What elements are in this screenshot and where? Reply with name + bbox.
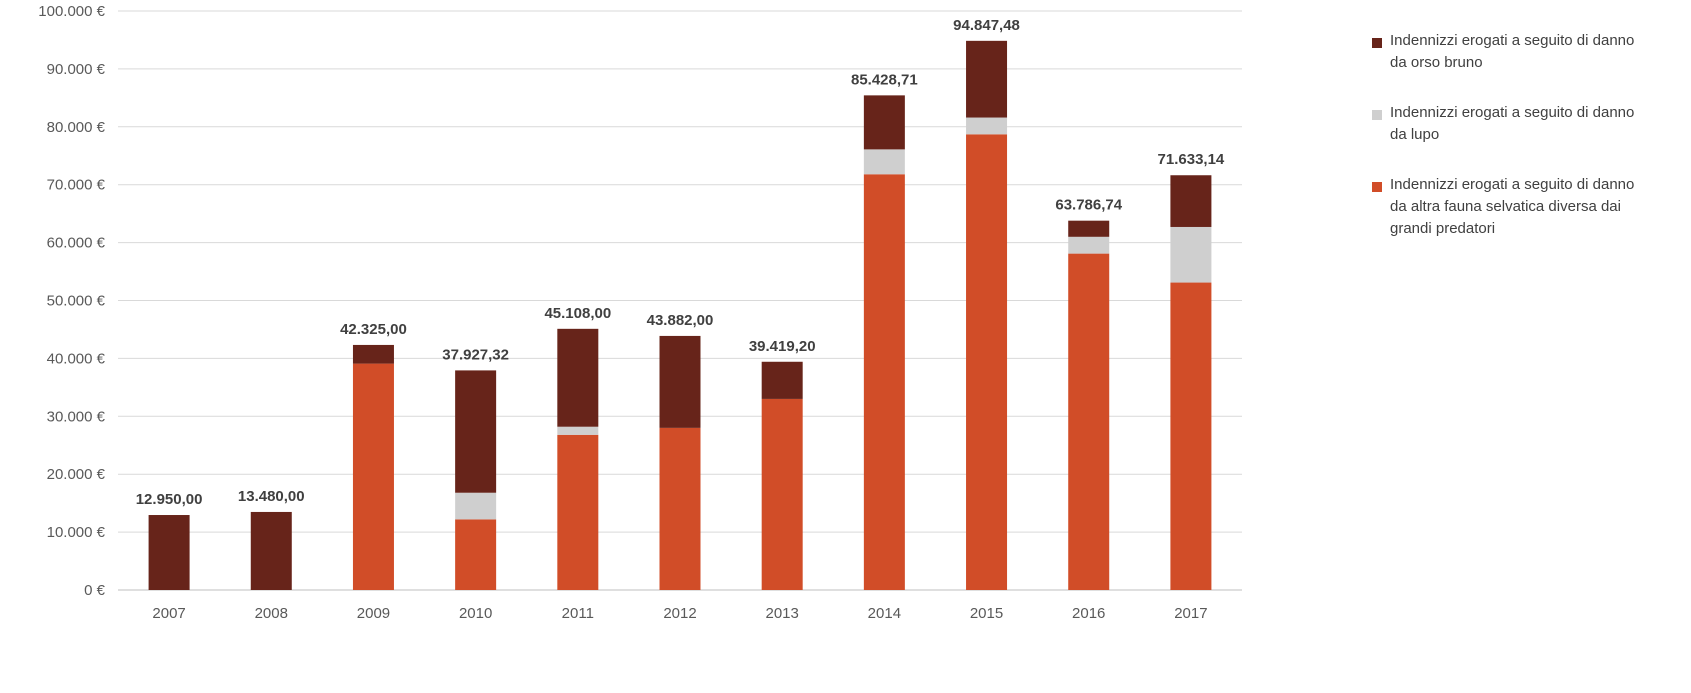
legend-label-line: grandi predatori [1390,220,1496,237]
x-tick-label: 2011 [562,605,594,622]
legend-item-lupo[interactable]: Indennizzi erogati a seguito di danno da… [1372,102,1672,146]
bar-segment-altra-fauna[interactable] [352,363,394,590]
y-tick-label: 30.000 € [47,408,106,425]
bar-segment-altra-fauna[interactable] [863,174,905,590]
data-label-total: 94.847,48 [953,17,1020,34]
bar-segment-orso-bruno[interactable] [557,328,599,427]
y-tick-label: 50.000 € [47,293,106,310]
bar-segment-orso-bruno[interactable] [250,511,292,590]
bar-segment-orso-bruno[interactable] [1068,220,1110,237]
x-tick-label: 2007 [152,605,185,622]
data-label-total: 39.419,20 [749,338,816,355]
bar-segment-altra-fauna[interactable] [761,398,803,590]
bar-segment-orso-bruno[interactable] [863,95,905,150]
bar-segment-altra-fauna[interactable] [966,134,1008,590]
x-tick-label: 2014 [868,605,901,622]
bar-segment-lupo[interactable] [966,117,1008,135]
legend-swatch-lupo [1372,110,1382,120]
legend-item-orso-bruno[interactable]: Indennizzi erogati a seguito di danno da… [1372,30,1672,74]
x-tick-label: 2015 [970,605,1003,622]
data-label-total: 42.325,00 [340,321,407,338]
legend-label-line: da lupo [1390,126,1440,143]
data-label-total: 71.633,14 [1158,151,1225,168]
bar-segment-lupo[interactable] [557,426,599,435]
y-tick-label: 70.000 € [47,177,106,194]
bars [148,40,1212,590]
data-label-total: 85.428,71 [851,71,918,88]
x-tick-label: 2010 [459,605,492,622]
bar-segment-altra-fauna[interactable] [1068,253,1110,590]
y-tick-label: 60.000 € [47,235,106,252]
data-label-total: 13.480,00 [238,488,305,505]
data-label-total: 45.108,00 [544,305,611,322]
y-axis-tick-labels: 0 € 10.000 € 20.000 € 30.000 € 40.000 € 50.00… [38,3,105,599]
x-tick-label: 2008 [255,605,288,622]
y-tick-label: 100.000 € [38,3,105,20]
y-tick-label: 10.000 € [47,524,106,541]
bar-segment-altra-fauna[interactable] [455,519,497,590]
bar-segment-orso-bruno[interactable] [761,361,803,399]
data-label-total: 63.786,74 [1055,197,1122,214]
data-label-total: 43.882,00 [647,312,714,329]
legend-label-line: da altra fauna selvatica diversa dai [1390,198,1621,215]
bar-segment-lupo[interactable] [455,492,497,520]
bar-segment-altra-fauna[interactable] [659,427,701,590]
data-label-total: 37.927,32 [442,346,509,363]
bar-segment-orso-bruno[interactable] [352,344,394,364]
bar-segment-orso-bruno[interactable] [455,370,497,493]
y-tick-label: 0 € [84,582,106,599]
data-label-total: 12.950,00 [136,491,203,508]
legend-swatch-altra-fauna [1372,182,1382,192]
x-tick-label: 2012 [663,605,696,622]
total-labels: 12.950,00 13.480,00 42.325,00 37.927,32 45.1… [136,17,1225,508]
bar-segment-orso-bruno[interactable] [148,515,190,590]
bar-segment-altra-fauna[interactable] [1170,282,1212,590]
legend-label-line: Indennizzi erogati a seguito di danno [1390,32,1635,49]
bar-segment-orso-bruno[interactable] [659,335,701,428]
x-tick-label: 2013 [765,605,798,622]
x-tick-label: 2017 [1174,605,1207,622]
bar-segment-lupo[interactable] [863,149,905,175]
legend-label-line: Indennizzi erogati a seguito di danno [1390,176,1635,193]
bar-segment-altra-fauna[interactable] [557,434,599,590]
x-tick-label: 2016 [1072,605,1105,622]
bar-segment-lupo[interactable] [1068,236,1110,254]
y-tick-label: 80.000 € [47,119,106,136]
y-tick-label: 20.000 € [47,466,106,483]
bar-segment-orso-bruno[interactable] [1170,175,1212,227]
legend-swatch-orso-bruno [1372,38,1382,48]
bar-segment-lupo[interactable] [1170,226,1212,283]
x-axis-tick-labels: 2007 2008 2009 2010 2011 2012 2013 2014 2015 2016… [152,605,1207,622]
y-tick-label: 40.000 € [47,350,106,367]
legend-label-line: da orso bruno [1390,54,1483,71]
legend: Indennizzi erogati a seguito di danno da… [1372,30,1672,268]
bar-segment-orso-bruno[interactable] [966,40,1008,118]
x-tick-label: 2009 [357,605,390,622]
legend-item-altra-fauna[interactable]: Indennizzi erogati a seguito di danno da… [1372,174,1672,240]
y-tick-label: 90.000 € [47,61,106,78]
legend-label-line: Indennizzi erogati a seguito di danno [1390,104,1635,121]
